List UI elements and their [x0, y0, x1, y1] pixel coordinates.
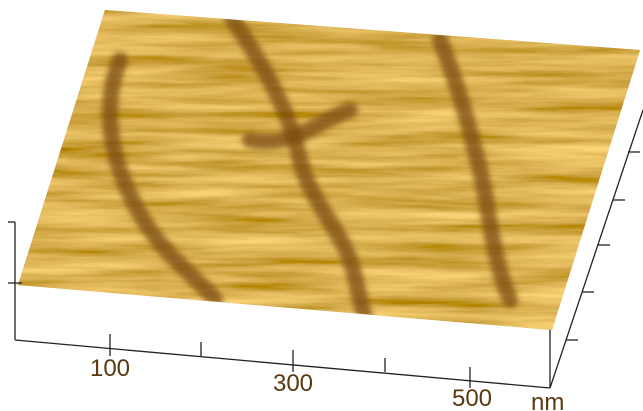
surface [0, 0, 643, 340]
tick-label: 500 [452, 385, 492, 411]
afm-view: 100 300 500 nm [0, 0, 643, 411]
axis-unit: nm [531, 389, 564, 411]
tick-label: 300 [273, 370, 313, 397]
tick-label: 100 [90, 355, 130, 382]
